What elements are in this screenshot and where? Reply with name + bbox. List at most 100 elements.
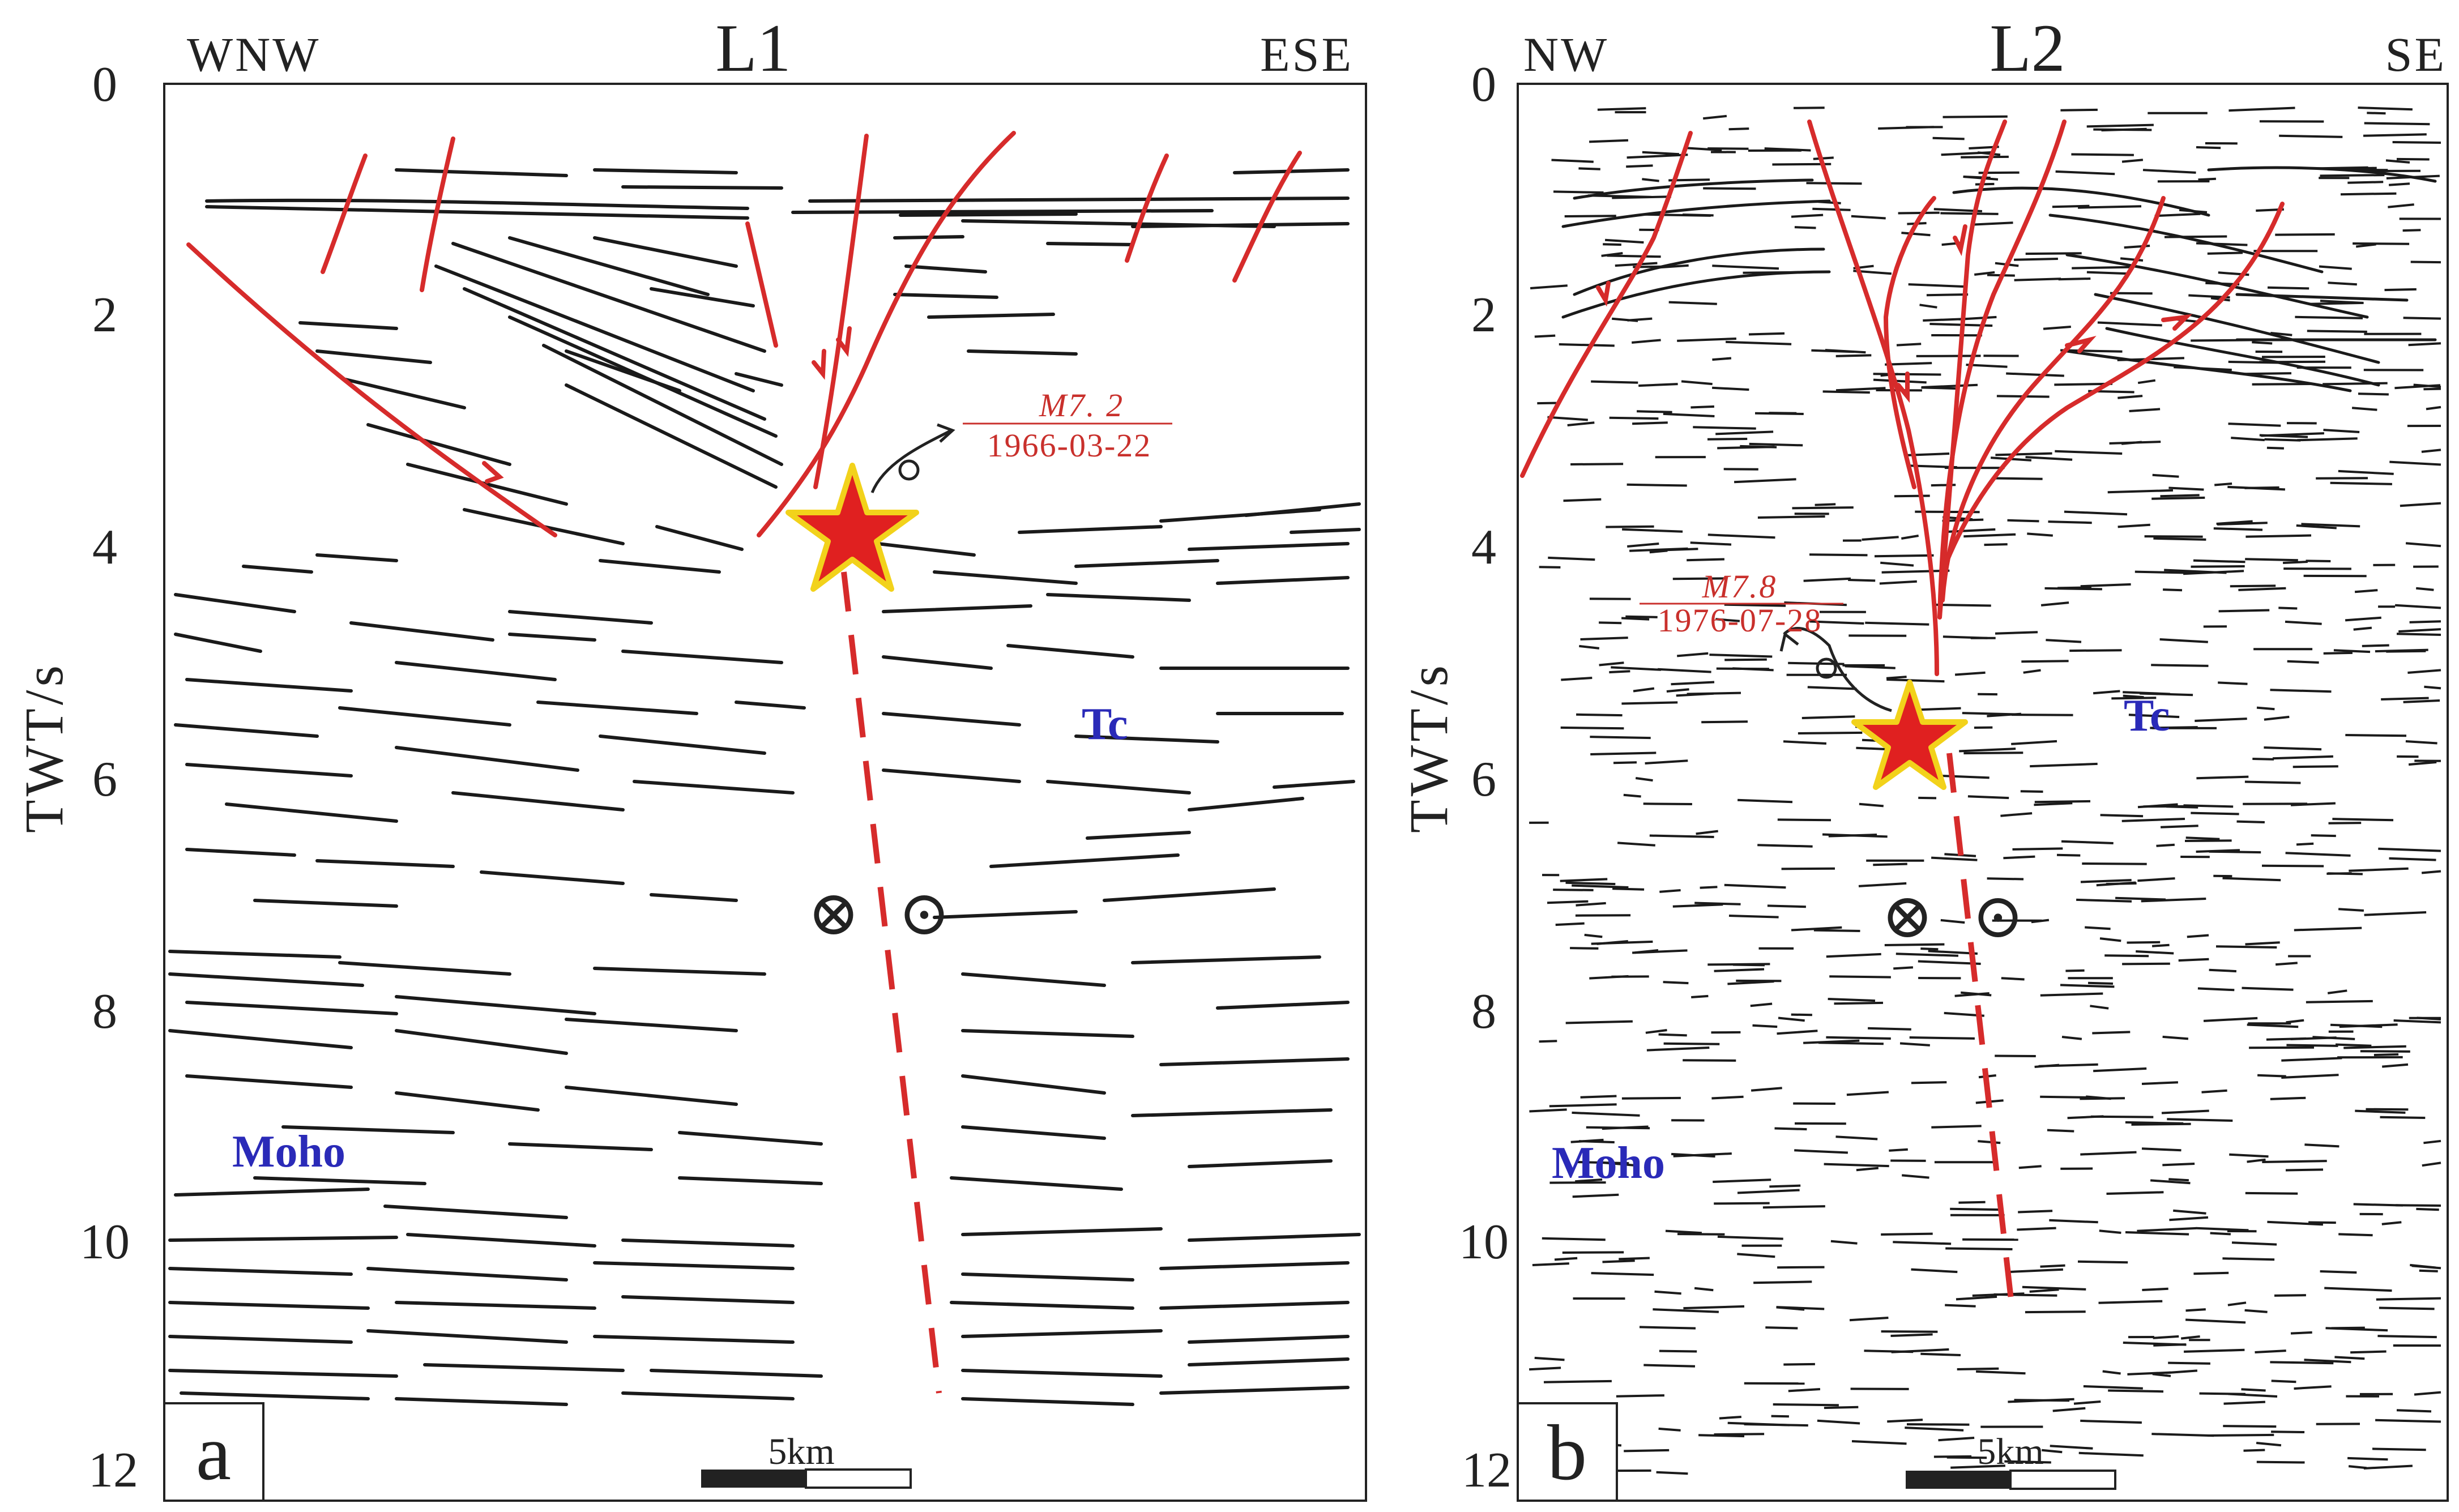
reflector-segment — [1685, 147, 1722, 152]
reflector-segment — [1864, 1349, 1914, 1353]
reflector-segment — [2201, 1089, 2227, 1094]
y-tick-10: 10 — [1459, 1215, 1509, 1270]
reflector-segment — [2125, 1121, 2184, 1125]
reflector-segment — [2252, 383, 2313, 386]
reflector-segment — [2187, 934, 2209, 938]
reflector-segment — [2197, 987, 2235, 992]
reflector-segment — [2301, 523, 2360, 528]
reflector-segment — [2339, 1023, 2398, 1028]
reflector-segment — [1659, 1349, 1697, 1353]
reflector-segment — [1665, 1229, 1702, 1235]
reflector-segment — [2154, 212, 2201, 217]
reflector-segment — [2080, 1097, 2125, 1100]
reflector-segment — [1945, 1247, 2013, 1250]
reflector-segment — [2323, 429, 2360, 433]
reflector-segment — [1548, 556, 1595, 561]
reflector-segment — [1901, 535, 1919, 540]
reflector-segment — [1642, 178, 1659, 182]
reflector-segment — [1926, 293, 1969, 297]
reflector-segment — [2100, 814, 2144, 818]
reflector-segment — [2052, 204, 2090, 208]
reflector-segment — [1555, 922, 1585, 926]
y-tick-2: 2 — [92, 288, 117, 343]
reflector-segment — [1562, 1251, 1624, 1254]
reflector-segment — [1941, 151, 1992, 156]
reflector-segment — [2414, 1391, 2441, 1396]
reflector-segment — [2385, 159, 2410, 164]
reflector-segment — [1896, 343, 1922, 347]
reflector-segment — [1824, 1406, 1859, 1410]
reflector-segment — [1813, 929, 1860, 932]
reflector-segment — [1565, 881, 1616, 886]
reflector-segment — [2408, 342, 2441, 347]
reflector-segment — [2093, 690, 2120, 695]
reflector-segment — [1584, 933, 1603, 938]
reflector-segment — [2333, 649, 2371, 654]
reflector-segment — [2351, 407, 2377, 411]
reflector-segment — [1873, 862, 1907, 866]
reflector-segment — [2007, 519, 2039, 523]
reflector-segment — [2150, 1179, 2191, 1185]
reflector-segment — [1835, 1135, 1878, 1141]
reflector-segment — [1622, 528, 1683, 533]
reflector-segment — [2245, 558, 2298, 562]
reflector-segment — [2409, 620, 2441, 623]
reflector-segment — [1974, 271, 1995, 276]
reflector-segment — [1696, 830, 1718, 835]
reflector-segment — [2388, 203, 2414, 208]
reflector-segment — [2267, 1220, 2323, 1226]
reflector-segment — [2078, 205, 2142, 209]
reflector-segment — [2137, 1227, 2196, 1232]
moho-label: Moho — [1552, 1138, 1665, 1188]
reflector-segment — [2080, 1419, 2142, 1424]
reflector-segment — [1801, 715, 1855, 719]
reflector-segment — [1889, 1148, 1908, 1152]
reflector-segment — [1542, 1237, 1606, 1241]
tc-label: Tc — [1082, 699, 1128, 749]
reflector-segment — [1906, 1423, 1970, 1426]
reflector-segment — [1767, 904, 1806, 908]
reflector-segment — [2217, 522, 2268, 526]
reflector-segment — [2152, 1373, 2171, 1377]
reflector-segment — [1687, 691, 1741, 695]
reflector-segment — [1677, 1233, 1725, 1236]
reflector-segment — [1995, 631, 2038, 635]
reflector-segment — [1656, 1471, 1688, 1475]
reflector-segment — [1646, 1047, 1710, 1052]
reflector-segment — [1554, 1257, 1578, 1261]
reflector-segment — [1811, 349, 1854, 353]
reflector-segment — [1677, 338, 1736, 342]
reflector-segment — [1826, 953, 1881, 958]
reflector-segment — [2296, 524, 2337, 529]
epicenter-star — [1851, 680, 1968, 790]
reflector-segment — [2423, 387, 2441, 391]
reflector-segment — [2295, 315, 2363, 319]
reflector-segment — [1911, 1081, 1947, 1084]
reflector-segment — [2355, 1109, 2406, 1114]
reflector-segment — [1920, 1352, 1961, 1356]
scale-bar: 5km — [701, 1431, 912, 1489]
reflector-segment — [1846, 1091, 1889, 1096]
reflector-segment — [1642, 151, 1680, 156]
reflector-segment — [2396, 1204, 2441, 1207]
reflector-segment — [1663, 981, 1689, 985]
reflectors-lower — [168, 848, 1361, 1406]
reflector-segment — [2223, 1400, 2265, 1405]
reflector-segment — [1613, 761, 1637, 764]
reflector-segment — [1995, 1054, 2036, 1057]
reflector-segment — [2332, 818, 2394, 822]
reflector-segment — [1632, 339, 1661, 344]
reflector-segment — [1824, 1163, 1889, 1168]
reflector-segment — [1645, 1029, 1667, 1034]
reflector-segment — [1954, 992, 1990, 997]
reflector-segment — [2034, 1063, 2060, 1068]
reflector-segment — [1715, 618, 1740, 622]
reflector-segment — [2417, 1016, 2441, 1020]
reflector-segment — [2410, 260, 2441, 264]
reflector-segment — [1940, 919, 1965, 924]
reflector-segment — [2228, 1393, 2278, 1398]
reflector-segment — [1809, 553, 1868, 557]
reflector-segment — [1881, 569, 1950, 574]
reflector-segment — [2262, 1160, 2327, 1163]
event-magnitude: M7. 2 — [1039, 387, 1124, 424]
